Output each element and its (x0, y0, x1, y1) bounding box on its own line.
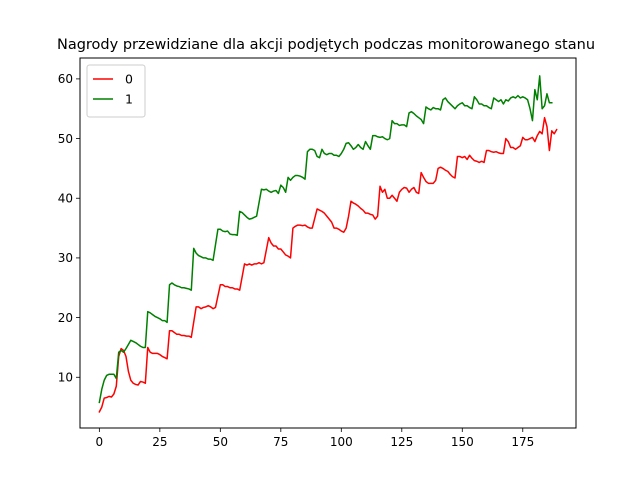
y-tick-label: 10 (58, 371, 73, 385)
y-tick-label: 40 (58, 192, 73, 206)
x-tick-label: 75 (273, 435, 288, 449)
x-tick-label: 25 (152, 435, 167, 449)
y-tick-label: 20 (58, 311, 73, 325)
x-tick-label: 100 (330, 435, 353, 449)
x-tick-label: 150 (451, 435, 474, 449)
series-line-1 (98, 75, 553, 404)
x-tick-label: 175 (511, 435, 534, 449)
chart-title: Nagrody przewidziane dla akcji podjętych… (57, 37, 595, 53)
y-tick-label: 60 (58, 72, 73, 86)
plot-area-frame (79, 57, 577, 429)
series-line-0 (98, 116, 558, 413)
legend: 01 (86, 64, 146, 118)
y-tick-label: 50 (58, 132, 73, 146)
x-tick-label: 0 (96, 435, 104, 449)
legend-label-0: 0 (125, 72, 133, 87)
y-tick-label: 30 (58, 251, 73, 265)
legend-box (86, 64, 146, 118)
x-tick-label: 125 (390, 435, 413, 449)
legend-label-1: 1 (125, 92, 133, 107)
x-tick-label: 50 (213, 435, 228, 449)
